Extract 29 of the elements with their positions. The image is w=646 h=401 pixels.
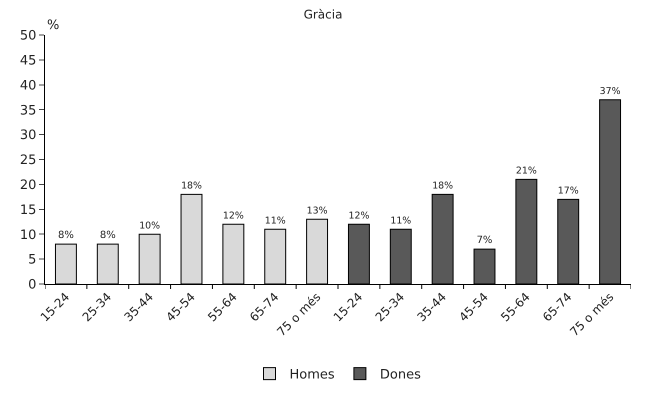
data-label: 8% <box>100 230 116 242</box>
data-label: 18% <box>432 180 454 192</box>
data-label: 7% <box>476 235 492 246</box>
data-label: 21% <box>516 166 537 177</box>
data-label: 10% <box>139 220 160 232</box>
legend-label: Homes <box>290 368 335 383</box>
data-label: 37% <box>600 86 621 97</box>
data-label: 12% <box>222 210 244 222</box>
data-label: 17% <box>558 186 579 197</box>
data-label: 12% <box>348 210 370 222</box>
y-tick-label: 5 <box>28 252 36 268</box>
y-tick-label: 10 <box>20 228 36 243</box>
y-tick-label: 25 <box>20 153 36 168</box>
y-tick-label: 30 <box>20 128 36 144</box>
y-tick-label: 20 <box>20 178 36 193</box>
data-label: 11% <box>390 215 412 226</box>
y-tick-label: 0 <box>28 278 36 293</box>
legend-label: Dones <box>380 368 422 383</box>
y-tick-label: 15 <box>20 202 36 218</box>
y-tick-label: 45 <box>20 53 36 68</box>
y-tick-label: 40 <box>20 78 36 94</box>
y-axis-title: % <box>47 18 60 33</box>
data-label: 11% <box>264 215 286 226</box>
y-tick-label: 35 <box>20 103 36 118</box>
data-label: 18% <box>181 180 202 192</box>
data-label: 8% <box>58 230 74 242</box>
chart-title: Gràcia <box>304 7 342 22</box>
data-label: 13% <box>306 205 328 216</box>
y-tick-label: 50 <box>20 28 36 44</box>
